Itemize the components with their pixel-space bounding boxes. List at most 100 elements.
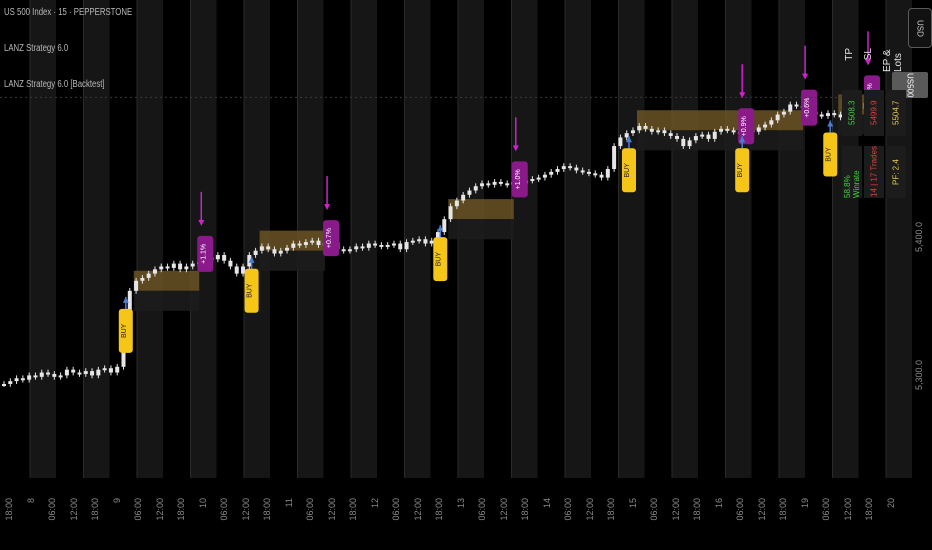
candle-body xyxy=(178,263,183,270)
candle-body xyxy=(473,186,478,191)
candle-body xyxy=(77,372,82,375)
candle-body xyxy=(580,170,585,173)
session-band xyxy=(618,0,645,478)
candle-body xyxy=(618,137,623,147)
candle-body xyxy=(530,179,535,182)
candle-body xyxy=(693,136,698,141)
buy-signal-label xyxy=(621,148,636,193)
candle-body xyxy=(140,277,145,281)
candle-body xyxy=(819,114,824,117)
candle-body xyxy=(347,249,352,252)
candle-body xyxy=(27,375,32,380)
candle-body xyxy=(253,250,258,255)
candle-body xyxy=(20,378,25,381)
buy-signal-label xyxy=(823,132,838,177)
candle-body xyxy=(593,173,598,176)
candle-body xyxy=(725,128,730,131)
time-axis-label: 06:00 xyxy=(477,498,487,521)
time-axis-label: 06:00 xyxy=(821,498,831,521)
candle-body xyxy=(429,240,434,244)
tp-value: 5508.3 xyxy=(842,90,862,136)
candle-body xyxy=(454,200,459,207)
candle-body xyxy=(624,133,629,138)
candle-body xyxy=(90,371,95,376)
candle-body xyxy=(404,242,409,250)
price-level-5400: 5,400.0 xyxy=(914,222,924,253)
buy-signal-label xyxy=(118,308,133,353)
session-bands xyxy=(29,0,912,478)
time-axis-label: 12:00 xyxy=(240,498,251,521)
exit-signal-label xyxy=(197,235,214,272)
candle-body xyxy=(410,240,415,243)
currency-button[interactable]: USD xyxy=(908,8,932,48)
session-band xyxy=(511,0,538,478)
exit-arrowhead xyxy=(802,73,809,80)
candle-body xyxy=(706,134,711,139)
candle-body xyxy=(700,134,705,137)
candle-body xyxy=(398,243,403,250)
exit-signal-label xyxy=(511,161,528,198)
candle-body xyxy=(568,166,573,169)
buy-signal-text: BUY xyxy=(435,252,442,267)
candle-body xyxy=(461,194,466,201)
ep-value: 5504.7 xyxy=(886,90,906,136)
time-axis-label: 16 xyxy=(713,498,724,509)
time-axis-label: 06:00 xyxy=(563,498,573,521)
buy-signal-text: BUY xyxy=(825,147,832,162)
candle-body xyxy=(712,131,717,139)
indicator-backtest[interactable]: LANZ Strategy 6.0 [Backtest] xyxy=(4,79,105,90)
candle-body xyxy=(310,240,315,243)
candle-body xyxy=(303,242,308,245)
stop-loss-zone xyxy=(448,219,514,240)
stats-header: TP SL EP & Lots xyxy=(840,36,908,72)
candle-body xyxy=(134,280,139,291)
exit-signal-text: +0.6% xyxy=(804,98,811,118)
buy-signal-label xyxy=(735,148,750,193)
buy-signal-text: BUY xyxy=(247,283,254,298)
time-axis-label: 12 xyxy=(369,498,380,509)
candle-body xyxy=(146,273,151,278)
time-axis-label: 06:00 xyxy=(735,498,745,521)
symbol-title[interactable]: US 500 Index · 15 · PEPPERSTONE xyxy=(4,7,133,18)
candle-body xyxy=(417,239,422,242)
time-axis-label: 06:00 xyxy=(305,498,315,521)
candle-body xyxy=(536,177,541,180)
candle-body xyxy=(637,126,642,131)
trade-markers: BUY +1.1% BUY +0.7% BUY +1.0% BUY +0.9% BUY +0.6%… xyxy=(0,31,892,353)
time-axis-label: 12:00 xyxy=(670,498,681,521)
candle-body xyxy=(297,243,302,246)
time-axis-label: 06:00 xyxy=(391,498,401,521)
stop-loss-zone xyxy=(750,130,804,151)
header-tp: TP xyxy=(844,47,855,61)
entry-arrowhead xyxy=(248,256,255,263)
time-axis-label: 13 xyxy=(455,498,466,509)
time-axis-label: 12:00 xyxy=(756,498,767,521)
candle-body xyxy=(341,249,346,252)
candle-body xyxy=(391,243,396,246)
session-band xyxy=(137,0,163,478)
candle-body xyxy=(781,111,786,115)
buy-signal-label xyxy=(244,268,259,313)
candle-body xyxy=(379,244,384,247)
session-band xyxy=(404,0,431,478)
header-ep: EP & Lots xyxy=(882,49,904,72)
candle-body xyxy=(561,166,566,169)
indicator-strategy[interactable]: LANZ Strategy 6.0 xyxy=(4,43,69,54)
candle-body xyxy=(71,369,76,373)
profit-factor-value: PF: 2.4 xyxy=(886,146,906,198)
candle-body xyxy=(542,174,547,178)
candle-body xyxy=(222,255,227,261)
candle-body xyxy=(649,128,654,132)
time-axis-label: 18:00 xyxy=(864,498,874,521)
time-axis[interactable]: 18:00 8 06:00 12:00 18:00 9 06:00 12:00 18:00 10 0… xyxy=(0,478,932,550)
time-axis-label: 18:00 xyxy=(90,498,100,521)
exit-signal-text: +1.0% xyxy=(515,169,522,189)
winrate-value: 58.8% Winrate xyxy=(842,146,862,198)
candle-body xyxy=(165,266,170,269)
exit-signal-label xyxy=(323,220,340,257)
sl-value: 5499.9 xyxy=(864,90,884,136)
exit-signal-label xyxy=(801,89,818,126)
exit-arrowhead xyxy=(865,59,871,66)
